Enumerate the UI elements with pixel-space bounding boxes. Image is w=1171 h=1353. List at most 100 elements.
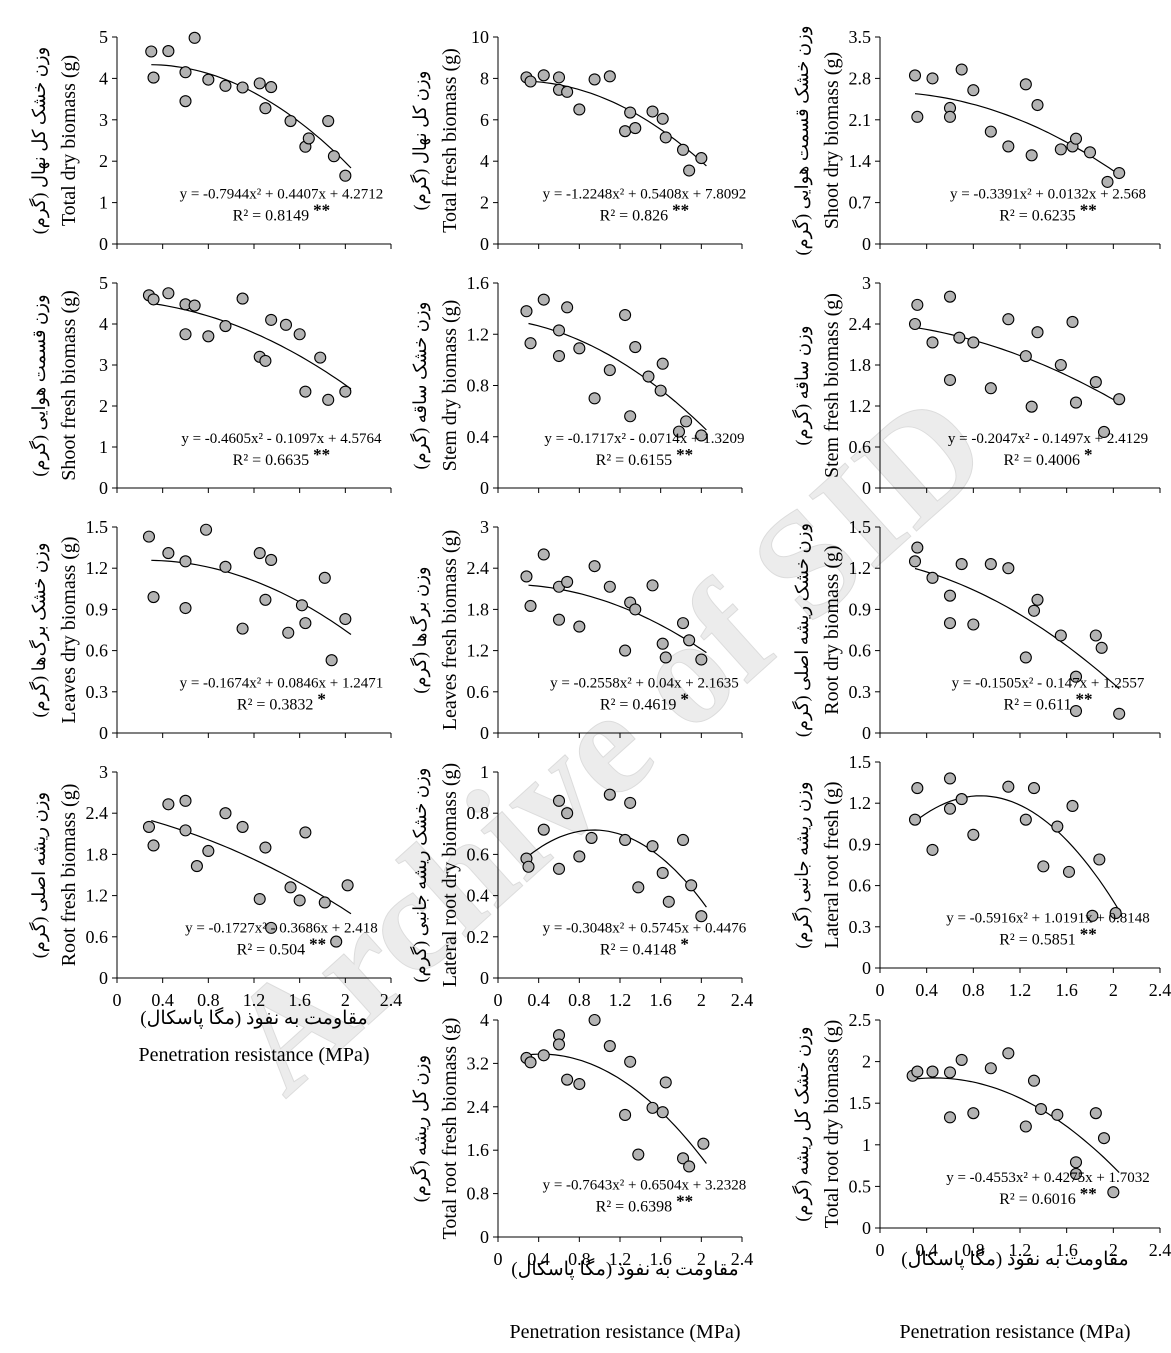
y-axis-label: Total fresh biomass (g) [439,48,461,233]
data-point [1019,1120,1032,1133]
y-tick-label: 1.5 [849,517,872,537]
y-tick-label: 4 [99,314,108,334]
data-point [573,103,586,116]
data-point [341,879,354,892]
r-squared: R² = 0.6016 ** [999,1184,1097,1208]
data-point [683,1160,696,1173]
y-tick-label: 0.8 [467,376,490,396]
y-tick-label: 1.8 [849,355,872,375]
x-tick-label: 1.2 [1009,980,1032,1000]
data-point [656,112,669,125]
data-point [1019,78,1032,91]
data-point [162,45,175,58]
data-point [624,106,637,119]
data-point [695,653,708,666]
data-point [1002,562,1015,575]
trend-line [528,322,707,431]
data-point [1089,376,1102,389]
data-point [179,794,192,807]
data-point [147,293,160,306]
y-tick-label: 1.2 [849,793,872,813]
data-point [1019,651,1032,664]
y-tick-label: 5 [99,273,108,293]
y-axis-label-fa: وزن خشک ساقه (گرم) [409,302,431,470]
data-point [911,1065,924,1078]
data-point [561,575,574,588]
x-tick-label: 0.4 [151,990,174,1010]
data-point [926,571,939,584]
y-tick-label: 2 [480,193,489,213]
data-point [911,541,924,554]
data-point [943,373,957,387]
data-point [676,617,690,630]
trend-line [151,559,352,635]
regression-equation: y = -0.7643x² + 0.6504x + 3.2328 [543,1177,747,1193]
data-point [683,164,696,177]
data-point [1089,1107,1102,1120]
r-squared: R² = 0.5851 ** [999,925,1097,949]
y-tick-label: 0.6 [849,641,872,661]
y-axis-label: Total root dry biomass (g) [821,1020,843,1229]
y-tick-label: 0 [480,968,489,988]
y-axis-label-fa: وزن ساقه (گرم) [791,325,813,445]
x-tick-label: 2.4 [731,990,754,1010]
y-tick-label: 0.9 [849,599,872,619]
regression-equation: y = -0.1727x² - 0.3686x + 2.418 [185,921,378,937]
data-point [236,81,249,94]
r-squared: R² = 0.6635 ** [233,445,331,469]
data-point [943,290,957,303]
data-point [142,820,156,833]
y-axis-label-fa: وزن ریشه جانبی (گرم) [791,781,813,948]
y-tick-label: 0 [480,478,489,498]
data-point [926,72,939,85]
data-point [1069,670,1083,683]
x-tick-label: 0 [876,980,885,1000]
data-point [632,1148,645,1161]
y-tick-label: 0.4 [467,886,490,906]
data-point [656,637,669,650]
chart-lateral_root_dry: 0 0.2 0.4 0.6 0.8 1 0 0.4 0.8 1.2 1.6 2 2.4 Lateral r… [409,762,753,1010]
y-tick-label: 0 [862,958,871,978]
data-point [1113,707,1126,720]
y-tick-label: 0.3 [849,917,872,937]
y-tick-label: 1.2 [849,558,872,578]
x-tick-label: 0 [494,1249,503,1269]
x-tick-label: 1.2 [609,990,632,1010]
data-point [685,879,698,892]
data-point [318,896,331,909]
data-point [926,843,939,856]
y-tick-label: 0.6 [467,844,490,864]
y-tick-label: 0.6 [467,682,490,702]
significance-mark: * [680,935,689,954]
data-point [1093,853,1106,866]
trend-line [528,1053,707,1164]
y-tick-label: 1.2 [86,886,109,906]
y-tick-label: 2.4 [849,314,872,334]
data-point [656,357,669,370]
data-point [1002,313,1015,326]
chart-shoot_fresh: 0 1 2 3 4 5 Shoot fresh biomass (g) وزن قسمت هو… [28,273,392,498]
y-tick-label: 1.2 [467,641,490,661]
data-point [926,336,939,349]
y-tick-label: 3 [99,110,108,130]
data-point [624,796,637,809]
x-axis-label-fa: مقاومت به نفوذ (مگا پاسکال) [511,1257,738,1280]
data-point [659,1076,672,1089]
y-axis-label: Stem fresh biomass (g) [821,293,843,478]
y-tick-label: 1.8 [467,599,490,619]
y-tick-label: 0.2 [467,927,490,947]
data-point [943,617,957,630]
data-point [1054,629,1067,642]
data-point [672,425,686,438]
x-tick-label: 0.8 [568,1249,591,1269]
y-axis-label-fa: وزن خشک ریشه اصلی (گرم) [791,523,813,737]
data-point [318,571,331,584]
data-point [330,935,343,948]
data-point [325,654,338,667]
y-axis-label: Lateral root fresh (g) [821,781,843,948]
x-tick-label: 0.4 [527,1249,550,1269]
y-tick-label: 0 [862,723,871,743]
y-tick-label: 2 [862,1052,871,1072]
y-tick-label: 1.5 [86,517,109,537]
data-point [695,429,708,442]
